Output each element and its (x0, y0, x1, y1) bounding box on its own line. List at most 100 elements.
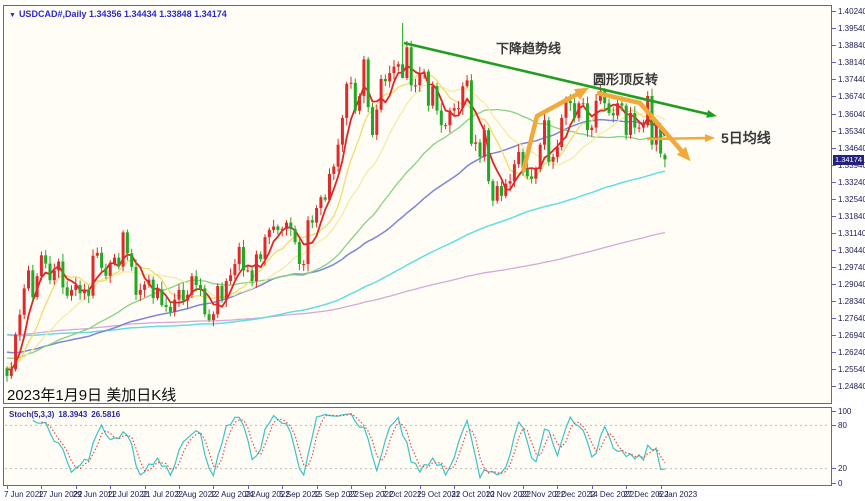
date-tick-mark (351, 485, 352, 489)
price-axis-label: 1.34640 (838, 143, 865, 153)
price-axis-label: 1.38840 (838, 41, 865, 51)
price-tick-mark (832, 301, 836, 303)
stoch-k-value: 18.3943 (58, 410, 88, 419)
price-axis-label: 1.32540 (838, 194, 865, 204)
price-axis-label: 1.36740 (838, 92, 865, 102)
date-tick-mark (626, 485, 628, 489)
price-tick-mark (832, 215, 836, 217)
date-axis-label[interactable]: 6 Jan 2023 (657, 490, 698, 499)
price-tick-mark (832, 45, 836, 47)
trendline-annotation-label: 下降趋势线 (496, 41, 562, 56)
stoch-tick-mark (832, 468, 836, 470)
price-axis-label: 1.27640 (838, 314, 865, 324)
price-axis-label: 1.26240 (838, 348, 865, 358)
price-tick-mark (832, 318, 836, 320)
price-tick-mark (832, 79, 836, 81)
price-tick-mark (832, 284, 836, 285)
date-axis-label[interactable]: 2 Aug 2022 (176, 490, 217, 499)
date-tick-mark (488, 485, 490, 489)
stoch-scale-label: 20 (838, 464, 847, 474)
price-axis-label: 1.30440 (838, 245, 865, 255)
quote-open: 1.34356 (88, 9, 122, 19)
date-axis-label[interactable]: 14 Dec 2022 (588, 490, 635, 499)
quote-close: 1.34174 (194, 9, 227, 19)
date-axis-label[interactable]: 19 Oct 2022 (416, 490, 461, 499)
price-axis-label: 1.29040 (838, 280, 865, 289)
price-tick-mark (832, 232, 836, 234)
price-axis-label: 1.40240 (838, 7, 865, 17)
price-axis-label: 1.36040 (838, 109, 865, 119)
price-tick-mark (832, 352, 836, 354)
date-axis-label[interactable]: 27 Sep 2022 (348, 490, 394, 499)
stoch-tick-mark (832, 482, 836, 484)
price-tick-mark (832, 198, 836, 200)
date-axis-label[interactable]: 11 Jul 2022 (107, 490, 148, 499)
date-tick-mark (179, 485, 180, 489)
candlesticks (5, 23, 667, 382)
date-tick-mark (110, 485, 112, 489)
price-axis-label: 1.25540 (838, 365, 865, 375)
date-tick-mark (557, 485, 559, 489)
price-tick-mark (832, 181, 836, 183)
date-axis-label[interactable]: 29 Jun 2022 (72, 490, 117, 499)
date-tick-mark (247, 485, 249, 489)
price-axis-label: 1.24840 (838, 382, 865, 392)
price-axis-label: 1.29740 (838, 262, 865, 272)
date-axis[interactable]: 7 Jun 2022 17 Jun 2022 29 Jun 2022 11 Jul 2… (0, 485, 865, 501)
date-axis-label[interactable]: 22 Nov 2022 (520, 490, 566, 499)
date-tick-mark (523, 485, 524, 489)
date-axis-label[interactable]: 24 Aug 2022 (244, 490, 290, 499)
date-axis-label[interactable]: 12 Aug 2022 (210, 490, 256, 499)
date-tick-mark (282, 485, 284, 489)
price-tick-mark (832, 386, 836, 388)
quote-high: 1.34434 (124, 9, 157, 19)
drawn-annotation-arrows (403, 41, 717, 173)
price-tick-mark (832, 266, 836, 268)
price-tick-mark (832, 62, 836, 64)
price-tick-mark (832, 335, 836, 337)
stoch-scale-label: 80 (838, 420, 847, 430)
date-axis-label[interactable]: 7 Oct 2022 (382, 490, 422, 499)
quote-low: 1.33848 (159, 9, 192, 19)
date-tick-mark (7, 485, 8, 489)
price-axis-label: 1.28340 (838, 297, 865, 307)
price-tick-mark (832, 369, 836, 371)
price-tick-mark (832, 164, 836, 166)
price-axis-label: 1.33940 (838, 160, 865, 170)
date-axis-label[interactable]: 15 Sep 2022 (313, 490, 359, 499)
stochastic-lines (5, 413, 830, 480)
rounded-top-annotation-label: 圆形顶反转 (593, 72, 659, 87)
price-axis-label: 1.39540 (838, 24, 865, 34)
date-axis-label[interactable]: 5 Sep 2022 (279, 490, 321, 499)
symbol-title-bar[interactable]: ▼ USDCAD#,Daily 1.34356 1.34434 1.33848 1… (9, 9, 227, 19)
moving-average-lines (6, 65, 666, 371)
date-axis-label[interactable]: 27 Dec 2022 (623, 490, 669, 499)
stoch-scale-label: 100 (838, 406, 852, 416)
date-axis-label[interactable]: 10 Nov 2022 (485, 490, 531, 499)
date-tick-mark (385, 485, 387, 489)
date-tick-mark (419, 485, 421, 489)
date-axis-label[interactable]: 21 Jul 2022 (141, 490, 183, 499)
date-axis-label[interactable]: 2 Dec 2022 (554, 490, 596, 499)
date-axis-label[interactable]: 7 Jun 2022 (4, 490, 44, 499)
price-axis-label: 1.33240 (838, 177, 865, 187)
dropdown-triangle-icon[interactable]: ▼ (9, 12, 16, 19)
date-axis-label[interactable]: 17 Jun 2022 (38, 490, 83, 499)
date-tick-mark (213, 485, 215, 489)
price-axis-label: 1.31140 (838, 228, 865, 238)
symbol-timeframe-label: USDCAD#,Daily (18, 9, 87, 19)
price-tick-mark (832, 96, 836, 98)
date-tick-mark (144, 485, 146, 489)
price-tick-mark (832, 249, 836, 251)
date-axis-label[interactable]: 31 Oct 2022 (451, 490, 495, 499)
date-tick-mark (591, 485, 593, 489)
price-axis-label: 1.26940 (838, 331, 865, 341)
stoch-tick-mark (832, 424, 836, 426)
price-tick-mark (832, 11, 836, 13)
date-tick-mark (41, 485, 43, 489)
price-tick-mark (832, 130, 836, 132)
stochastic-panel[interactable] (3, 407, 832, 486)
date-tick-mark (75, 485, 77, 489)
